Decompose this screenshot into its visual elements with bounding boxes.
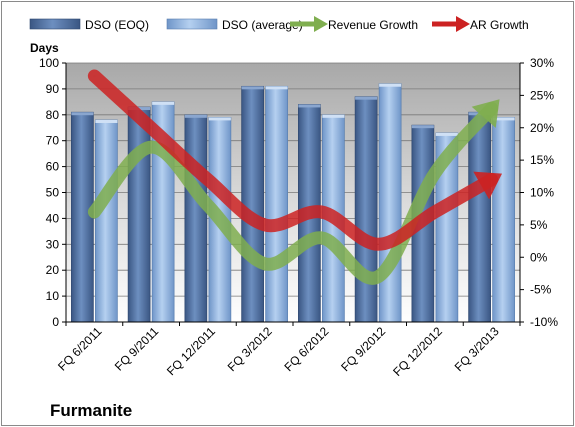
point-revenue-growth bbox=[150, 146, 152, 148]
point-ar-growth bbox=[150, 127, 152, 129]
bar-top-dso-average bbox=[435, 132, 458, 136]
bar-top-dso-eoq bbox=[355, 96, 378, 100]
y-tick-label: 80 bbox=[46, 108, 60, 122]
legend-label-revenue-growth: Revenue Growth bbox=[328, 18, 418, 32]
bar-dso-average bbox=[492, 117, 515, 323]
y-tick-label: 20 bbox=[46, 263, 60, 277]
bar-dso-eoq bbox=[71, 111, 94, 323]
legend-label-dso-average: DSO (average) bbox=[222, 18, 303, 32]
legend-label-ar-growth: AR Growth bbox=[470, 18, 529, 32]
y2-tick-label: -5% bbox=[530, 283, 552, 297]
bar-dso-average bbox=[95, 119, 118, 323]
y2-tick-label: 10% bbox=[530, 186, 554, 200]
legend-swatch-dso-average bbox=[166, 18, 218, 30]
y-tick-label: 10 bbox=[46, 289, 60, 303]
y-axis-ticks: 0 10 20 30 40 50 60 70 80 90 100 bbox=[39, 56, 66, 329]
point-revenue-growth bbox=[207, 204, 209, 206]
y-tick-label: 90 bbox=[46, 82, 60, 96]
arrowhead-revenue-growth bbox=[471, 99, 500, 128]
y2-tick-label: 0% bbox=[530, 250, 548, 264]
legend: DSO (EOQ) DSO (average) Revenue Growth A… bbox=[29, 16, 529, 32]
point-ar-growth bbox=[377, 243, 379, 245]
bar-top-dso-eoq bbox=[184, 114, 207, 118]
bar-top-dso-eoq bbox=[411, 125, 434, 129]
legend-arrow-revenue-growth-icon bbox=[290, 16, 328, 32]
point-ar-growth bbox=[320, 211, 322, 213]
y-tick-label: 50 bbox=[46, 186, 60, 200]
legend-arrow-ar-growth-icon bbox=[432, 16, 470, 32]
point-revenue-growth bbox=[490, 107, 492, 109]
point-ar-growth bbox=[434, 211, 436, 213]
legend-label-dso-eoq: DSO (EOQ) bbox=[85, 18, 149, 32]
point-ar-growth bbox=[207, 178, 209, 180]
point-ar-growth bbox=[490, 178, 492, 180]
bar-dso-eoq bbox=[468, 111, 491, 323]
y-tick-label: 100 bbox=[39, 56, 59, 70]
y2-tick-label: 5% bbox=[530, 218, 548, 232]
y-tick-label: 60 bbox=[46, 160, 60, 174]
bar-top-dso-eoq bbox=[71, 112, 94, 116]
y2-tick-label: -10% bbox=[530, 315, 558, 329]
bar-top-dso-average bbox=[265, 86, 288, 90]
bar-dso-eoq bbox=[184, 114, 208, 323]
point-ar-growth bbox=[263, 224, 265, 226]
point-revenue-growth bbox=[434, 172, 436, 174]
bar-top-dso-eoq bbox=[298, 104, 321, 108]
y2-axis-ticks: -10% -5% 0% 5% 10% 15% 20% 25% 30% bbox=[520, 56, 558, 329]
y2-tick-label: 20% bbox=[530, 121, 554, 135]
y-tick-label: 30 bbox=[46, 237, 60, 251]
bar-top-dso-average bbox=[379, 83, 402, 87]
bar-top-dso-average bbox=[492, 117, 515, 121]
point-ar-growth bbox=[93, 75, 95, 77]
y-tick-label: 70 bbox=[46, 134, 60, 148]
bar-top-dso-eoq bbox=[241, 86, 264, 90]
bar-dso-average bbox=[378, 83, 402, 323]
y2-tick-label: 25% bbox=[530, 88, 554, 102]
point-revenue-growth bbox=[263, 263, 265, 265]
y-axis-title: Days bbox=[30, 41, 59, 55]
bar-dso-eoq bbox=[354, 96, 378, 323]
bar-top-dso-average bbox=[95, 119, 118, 123]
line-revenue-growth bbox=[87, 101, 499, 285]
point-revenue-growth bbox=[320, 237, 322, 239]
company-name: Furmanite bbox=[50, 401, 132, 420]
bar-top-dso-average bbox=[322, 114, 345, 118]
bar-top-dso-average bbox=[208, 117, 231, 121]
bar-dso-eoq bbox=[241, 85, 264, 323]
arrowhead-ar-growth bbox=[473, 171, 503, 200]
bar-top-dso-average bbox=[152, 101, 175, 105]
legend-swatch-dso-eoq bbox=[29, 18, 81, 30]
y2-tick-label: 15% bbox=[530, 153, 554, 167]
bar-dso-average bbox=[265, 85, 288, 323]
y2-tick-label: 30% bbox=[530, 56, 554, 70]
point-revenue-growth bbox=[93, 211, 95, 213]
line-ar-growth bbox=[87, 69, 499, 251]
point-revenue-growth bbox=[377, 275, 379, 277]
y-tick-label: 40 bbox=[46, 211, 60, 225]
growth-lines bbox=[87, 69, 503, 285]
y-tick-label: 0 bbox=[52, 315, 59, 329]
bar-dso-eoq bbox=[127, 106, 151, 323]
